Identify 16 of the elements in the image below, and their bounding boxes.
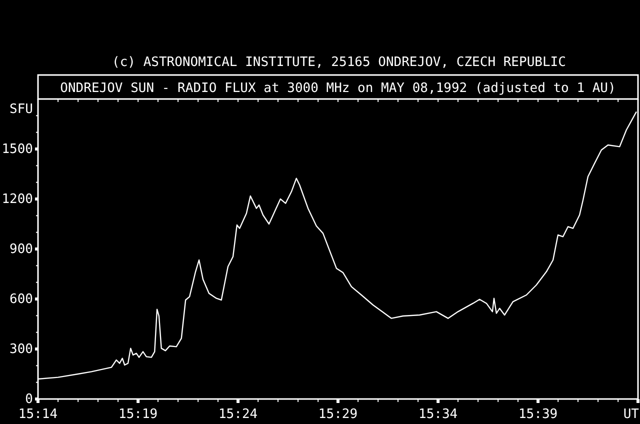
chart-title: ONDREJOV SUN - RADIO FLUX at 3000 MHz on MAY 08,1992 (adjusted to 1 AU) [60,81,616,96]
x-tick-label: 15:24 [218,407,258,422]
x-tick-label: 15:34 [418,407,458,422]
y-tick-label: 900 [10,242,33,257]
y-tick-label: 0 [25,392,33,407]
x-tick-label: UT [623,407,640,422]
x-tick-label: 15:29 [318,407,358,422]
y-tick-label: 1500 [2,142,33,157]
x-tick-label: 15:19 [118,407,158,422]
y-axis-title: SFU [10,102,33,117]
y-tick-label: 1200 [2,192,33,207]
y-tick-label: 600 [10,292,33,307]
x-tick-label: 15:14 [18,407,58,422]
x-tick-label: 15:39 [518,407,558,422]
y-tick-label: 300 [10,342,33,357]
text: (c) ASTRONOMICAL INSTITUTE, 25165 ONDREJOV, CZECH REPUBLIC [112,55,566,70]
